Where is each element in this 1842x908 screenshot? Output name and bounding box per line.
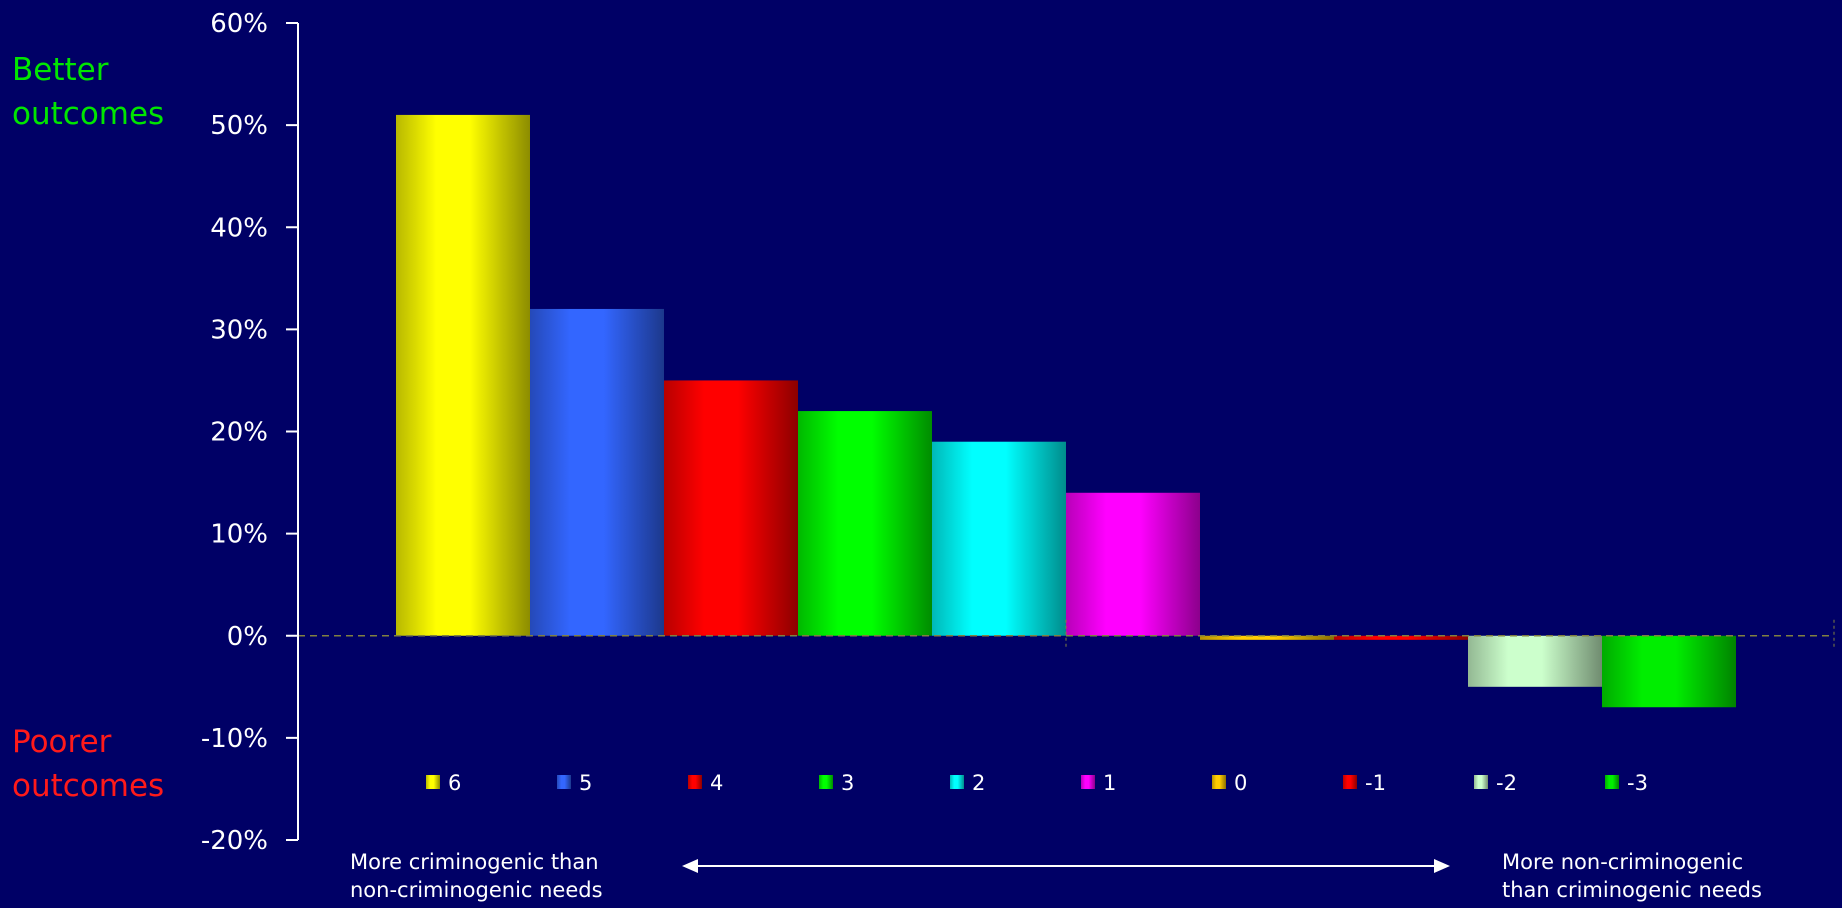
y-axis: -20% -10% 0% 10% 20% 30% 40% 50% 60% [201,9,299,856]
y-tick-label: 40% [210,213,268,243]
legend-label-5: 5 [579,771,592,795]
legend-swatch-3 [819,775,833,789]
legend-swatch-0 [1212,775,1226,789]
legend-swatch-6 [426,775,440,789]
better-line-1: Better [12,52,109,88]
legend: 6 5 4 3 2 1 0 -1 -2 -3 [426,771,1648,795]
legend-label-6: 6 [448,771,461,795]
y-tick-label: 60% [210,9,268,39]
bar-0 [1200,635,1334,640]
bar-5 [530,308,664,636]
bars-layer [396,114,1736,708]
legend-swatch--3 [1605,775,1619,789]
criminogenic-note-left: More criminogenic than non-criminogenic … [350,848,603,904]
bar-1 [1066,492,1200,636]
bar--3 [1602,635,1736,708]
legend-label--3: -3 [1627,771,1648,795]
arrow-head-left [682,859,698,873]
legend-label-2: 2 [972,771,985,795]
bar-3 [798,411,932,636]
legend-swatch-4 [688,775,702,789]
legend-swatch-1 [1081,775,1095,789]
zero-line-layer [298,619,1835,648]
y-tick-label: -10% [201,724,268,754]
criminogenic-note-right: More non-criminogenic than criminogenic … [1502,848,1762,904]
poorer-line-1: Poorer [12,724,112,760]
legend-label-3: 3 [841,771,854,795]
poorer-line-2: outcomes [12,768,165,804]
legend-swatch-5 [557,775,571,789]
legend-label--2: -2 [1496,771,1517,795]
legend-label-0: 0 [1234,771,1247,795]
note-right-line-1: More non-criminogenic [1502,850,1744,874]
legend-swatch-2 [950,775,964,789]
legend-swatch--1 [1343,775,1357,789]
y-tick-label: 0% [227,622,268,652]
poorer-outcomes-label: Poorer outcomes [12,720,164,808]
bar-4 [664,380,798,636]
legend-label--1: -1 [1365,771,1386,795]
legend-swatch--2 [1474,775,1488,789]
note-right-line-2: than criminogenic needs [1502,878,1762,902]
bar-6 [396,114,530,636]
y-tick-label: -20% [201,826,268,856]
better-outcomes-label: Better outcomes [12,48,164,136]
note-left-line-2: non-criminogenic needs [350,878,603,902]
legend-label-4: 4 [710,771,723,795]
y-tick-label: 10% [210,520,268,550]
legend-label-1: 1 [1103,771,1116,795]
bar--1 [1334,635,1468,640]
direction-arrow [682,859,1450,873]
y-tick-label: 50% [210,111,268,141]
better-line-2: outcomes [12,96,165,132]
note-left-line-1: More criminogenic than [350,850,599,874]
y-tick-label: 20% [210,418,268,448]
y-tick-label: 30% [210,315,268,345]
bar-2 [932,441,1066,636]
arrow-head-right [1434,859,1450,873]
bar--2 [1468,635,1602,687]
